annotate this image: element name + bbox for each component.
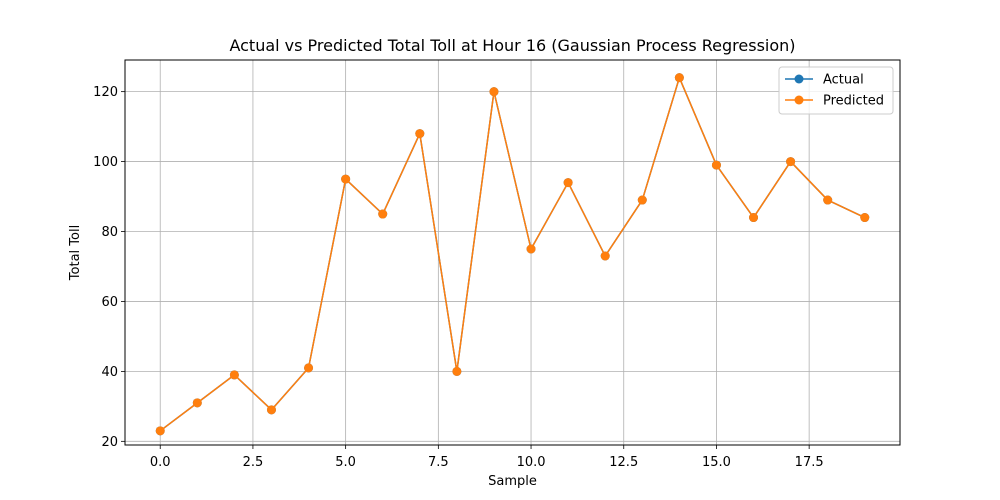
- series-predicted: [155, 73, 870, 436]
- x-tick-label: 15.0: [702, 455, 731, 470]
- x-axis-label: Sample: [488, 474, 537, 489]
- x-tick-label: 5.0: [335, 455, 356, 470]
- data-point-predicted: [749, 213, 759, 223]
- data-point-predicted: [378, 209, 388, 219]
- plot-frame: [124, 59, 901, 446]
- legend-marker-predicted: [794, 95, 804, 105]
- data-point-predicted: [341, 174, 351, 184]
- data-point-predicted: [304, 363, 314, 373]
- data-point-predicted: [637, 195, 647, 205]
- data-point-predicted: [786, 157, 796, 167]
- data-point-predicted: [192, 398, 202, 408]
- data-point-predicted: [415, 129, 425, 139]
- data-point-predicted: [860, 213, 870, 223]
- data-point-predicted: [563, 178, 573, 188]
- data-point-predicted: [711, 160, 721, 170]
- legend-label-actual: Actual: [823, 73, 864, 88]
- series-layer: [155, 73, 870, 436]
- x-tick-label: 0.0: [150, 455, 171, 470]
- data-point-predicted: [600, 251, 610, 261]
- legend-item-actual: Actual: [785, 73, 864, 88]
- data-point-predicted: [266, 405, 276, 415]
- x-tick-label: 12.5: [609, 455, 638, 470]
- x-tick-label: 2.5: [243, 455, 264, 470]
- legend-marker-actual: [794, 74, 804, 84]
- data-point-predicted: [155, 426, 165, 436]
- y-tick-label: 20: [101, 435, 118, 450]
- x-tick-label: 17.5: [795, 455, 824, 470]
- ticks: 0.0 2.5 5.0 7.5 10.0 12.5 15.0 17.5 20 40 60 80 100 1…: [93, 85, 823, 470]
- legend: Actual Predicted: [778, 66, 894, 115]
- y-tick-label: 100: [93, 155, 118, 170]
- x-tick-label: 7.5: [428, 455, 449, 470]
- y-tick-label: 60: [101, 295, 118, 310]
- data-point-predicted: [823, 195, 833, 205]
- y-tick-label: 120: [93, 85, 118, 100]
- data-point-predicted: [229, 370, 239, 380]
- chart-title: Actual vs Predicted Total Toll at Hour 1…: [229, 36, 795, 55]
- data-point-predicted: [489, 87, 499, 97]
- data-point-predicted: [452, 366, 462, 376]
- grid: [125, 60, 900, 445]
- legend-item-predicted: Predicted: [785, 94, 884, 109]
- x-tick-label: 10.0: [517, 455, 546, 470]
- data-point-predicted: [674, 73, 684, 83]
- y-axis-label: Total Toll: [68, 225, 83, 281]
- y-tick-label: 40: [101, 365, 118, 380]
- y-tick-label: 80: [101, 225, 118, 240]
- series-line-predicted: [159, 76, 866, 432]
- data-point-predicted: [526, 244, 536, 254]
- legend-label-predicted: Predicted: [823, 94, 884, 109]
